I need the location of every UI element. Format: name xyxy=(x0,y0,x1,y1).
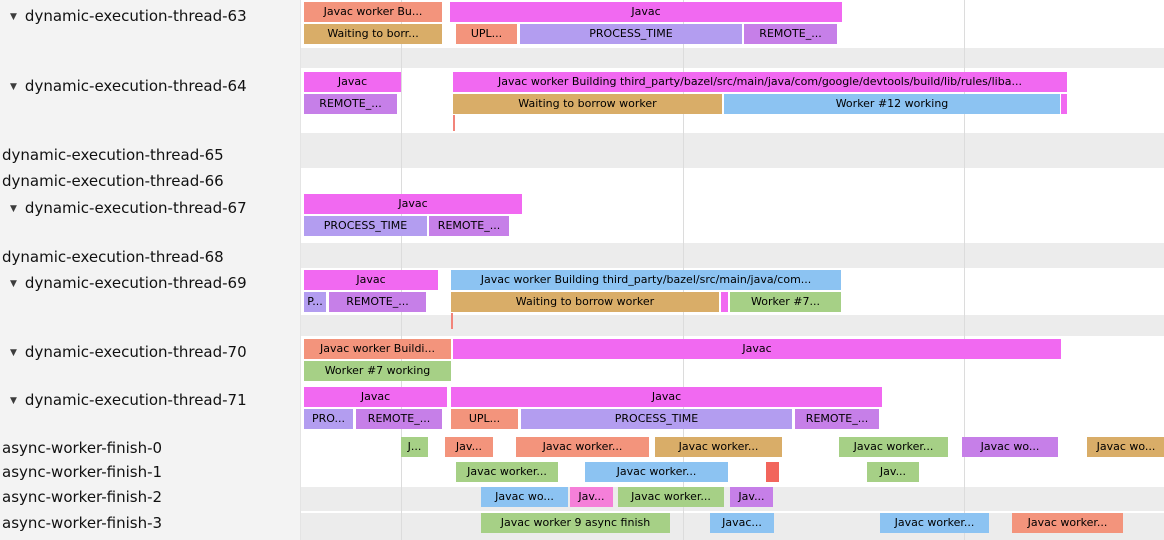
thread-name: dynamic-execution-thread-70 xyxy=(24,343,247,361)
trace-slice[interactable]: Jav... xyxy=(445,437,493,457)
trace-slice[interactable] xyxy=(766,462,779,482)
trace-slice[interactable]: Jav... xyxy=(730,487,773,507)
trace-slice[interactable]: Javac xyxy=(304,194,522,214)
thread-name: dynamic-execution-thread-66 xyxy=(2,172,224,190)
trace-slice[interactable]: Javac xyxy=(304,72,401,92)
thread-label-row[interactable]: dynamic-execution-thread-65 xyxy=(0,145,300,165)
trace-slice[interactable]: Javac xyxy=(451,387,882,407)
trace-slice[interactable]: PROCESS_TIME xyxy=(520,24,742,44)
trace-slice[interactable]: Javac worker... xyxy=(880,513,989,533)
trace-slice[interactable]: Jav... xyxy=(867,462,919,482)
trace-slice[interactable]: P... xyxy=(304,292,326,312)
thread-name: dynamic-execution-thread-69 xyxy=(24,274,247,292)
trace-slice[interactable]: Javac xyxy=(453,339,1061,359)
trace-slice[interactable]: Waiting to borrow worker xyxy=(451,292,719,312)
thread-name: async-worker-finish-0 xyxy=(2,439,163,457)
time-gridline xyxy=(964,0,965,540)
thread-label-row[interactable]: async-worker-finish-3 xyxy=(0,513,300,533)
trace-slice[interactable]: PROCESS_TIME xyxy=(304,216,427,236)
flow-tick xyxy=(451,313,453,329)
thread-name: async-worker-finish-3 xyxy=(2,514,163,532)
trace-slice[interactable]: PRO... xyxy=(304,409,353,429)
collapse-arrow-icon[interactable]: ▼ xyxy=(10,82,17,92)
trace-slice[interactable]: Javac worker... xyxy=(1012,513,1123,533)
trace-slice[interactable]: Javac wo... xyxy=(481,487,568,507)
trace-slice[interactable]: Worker #7... xyxy=(730,292,841,312)
trace-slice[interactable]: Worker #7 working xyxy=(304,361,451,381)
thread-label-row[interactable]: async-worker-finish-0 xyxy=(0,438,300,458)
trace-slice[interactable] xyxy=(721,292,728,312)
trace-slice[interactable]: Javac wo... xyxy=(1087,437,1164,457)
trace-slice[interactable]: Jav... xyxy=(570,487,613,507)
trace-slice[interactable]: REMOTE_... xyxy=(304,94,397,114)
collapse-arrow-icon[interactable]: ▼ xyxy=(10,348,17,358)
timeline-canvas[interactable]: Javac worker Bu... Javac Waiting to borr..… xyxy=(300,0,1164,540)
trace-slice[interactable]: Javac worker... xyxy=(585,462,728,482)
thread-name: dynamic-execution-thread-67 xyxy=(24,199,247,217)
row-band xyxy=(301,243,1164,268)
trace-slice[interactable]: Javac xyxy=(450,2,842,22)
thread-label-row[interactable]: async-worker-finish-2 xyxy=(0,487,300,507)
trace-slice[interactable]: REMOTE_... xyxy=(429,216,509,236)
trace-slice[interactable]: Javac xyxy=(304,270,438,290)
trace-slice[interactable]: Javac worker... xyxy=(839,437,948,457)
thread-label-row[interactable]: async-worker-finish-1 xyxy=(0,462,300,482)
trace-slice[interactable]: Javac wo... xyxy=(962,437,1058,457)
collapse-arrow-icon[interactable]: ▼ xyxy=(10,396,17,406)
row-band xyxy=(301,315,1164,336)
trace-slice[interactable]: Javac worker... xyxy=(618,487,724,507)
trace-slice[interactable]: Javac worker Buildi... xyxy=(304,339,451,359)
thread-label-row[interactable]: ▼ dynamic-execution-thread-64 xyxy=(0,76,300,96)
trace-slice[interactable]: Javac worker Building third_party/bazel/… xyxy=(451,270,841,290)
thread-name: async-worker-finish-2 xyxy=(2,488,163,506)
collapse-arrow-icon[interactable]: ▼ xyxy=(10,204,17,214)
trace-slice[interactable]: Javac worker 9 async finish xyxy=(481,513,670,533)
thread-label-row[interactable]: ▼ dynamic-execution-thread-67 xyxy=(0,198,300,218)
trace-slice[interactable]: Javac worker... xyxy=(456,462,558,482)
trace-slice[interactable]: UPL... xyxy=(451,409,518,429)
trace-slice[interactable]: REMOTE_... xyxy=(744,24,837,44)
trace-slice[interactable]: Javac xyxy=(304,387,447,407)
trace-slice[interactable]: UPL... xyxy=(456,24,517,44)
trace-slice[interactable]: Waiting to borrow worker xyxy=(453,94,722,114)
flow-tick xyxy=(453,115,455,131)
row-band xyxy=(301,48,1164,68)
collapse-arrow-icon[interactable]: ▼ xyxy=(10,12,17,22)
trace-slice[interactable]: REMOTE_... xyxy=(356,409,442,429)
thread-name: dynamic-execution-thread-63 xyxy=(24,7,247,25)
thread-label-row[interactable]: ▼ dynamic-execution-thread-69 xyxy=(0,273,300,293)
thread-label-row[interactable]: ▼ dynamic-execution-thread-63 xyxy=(0,6,300,26)
trace-slice[interactable]: REMOTE_... xyxy=(329,292,426,312)
thread-label-row[interactable]: dynamic-execution-thread-66 xyxy=(0,171,300,191)
thread-name: dynamic-execution-thread-71 xyxy=(24,391,247,409)
trace-slice[interactable]: Javac worker... xyxy=(655,437,782,457)
thread-label-row[interactable]: ▼ dynamic-execution-thread-70 xyxy=(0,342,300,362)
thread-label-row[interactable]: ▼ dynamic-execution-thread-71 xyxy=(0,390,300,410)
collapse-arrow-icon[interactable]: ▼ xyxy=(10,279,17,289)
trace-slice[interactable]: Waiting to borr... xyxy=(304,24,442,44)
trace-slice[interactable]: Javac worker Bu... xyxy=(304,2,442,22)
trace-slice[interactable]: PROCESS_TIME xyxy=(521,409,792,429)
thread-label-row[interactable]: dynamic-execution-thread-68 xyxy=(0,247,300,267)
trace-slice[interactable]: J... xyxy=(401,437,428,457)
trace-slice[interactable]: Javac... xyxy=(710,513,774,533)
row-band xyxy=(301,133,1164,168)
trace-slice[interactable]: REMOTE_... xyxy=(795,409,879,429)
trace-slice[interactable]: Javac worker... xyxy=(516,437,649,457)
thread-name: async-worker-finish-1 xyxy=(2,463,163,481)
thread-sidebar: ▼ dynamic-execution-thread-63 ▼ dynamic-exe… xyxy=(0,0,300,540)
thread-name: dynamic-execution-thread-65 xyxy=(2,146,224,164)
trace-slice[interactable]: Javac worker Building third_party/bazel/… xyxy=(453,72,1067,92)
trace-slice[interactable] xyxy=(1061,94,1067,114)
thread-name: dynamic-execution-thread-64 xyxy=(24,77,247,95)
thread-name: dynamic-execution-thread-68 xyxy=(2,248,224,266)
trace-slice[interactable]: Worker #12 working xyxy=(724,94,1060,114)
